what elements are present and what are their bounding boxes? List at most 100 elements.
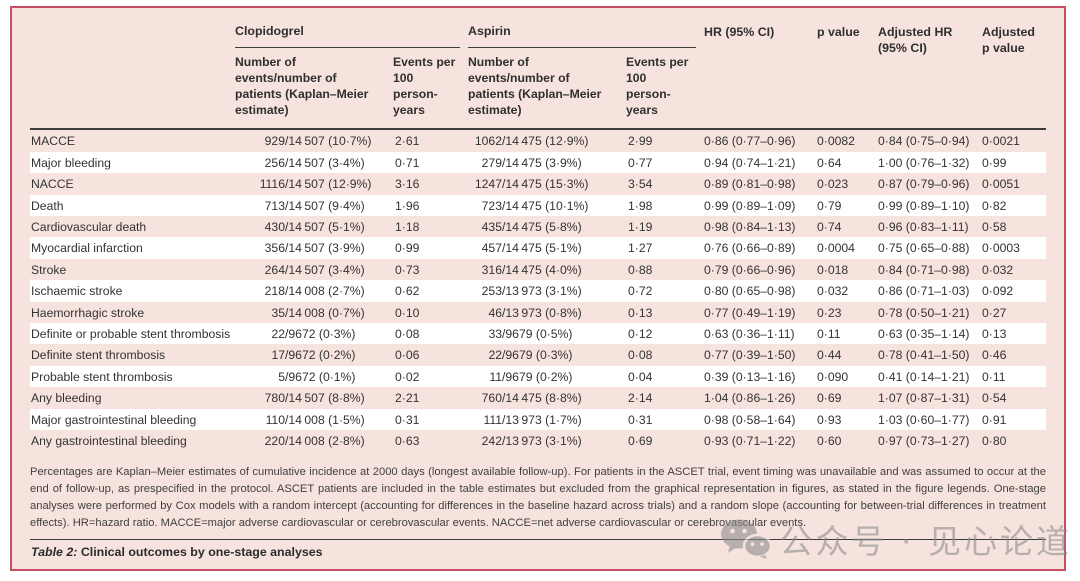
- outcome-label: MACCE: [31, 134, 76, 149]
- clopidogrel-rate-cell: 0·06: [395, 348, 420, 363]
- events-denominator: /14 507 (3·4%): [285, 262, 365, 277]
- events-numerator: 253: [481, 284, 502, 299]
- hr-cell: 0·98 (0·58–1·64): [704, 412, 796, 427]
- events-denominator: /14 475 (5·1%): [502, 241, 582, 256]
- events-denominator: /9679 (0·5%): [502, 326, 573, 341]
- hr-cell: 0·77 (0·39–1·50): [704, 348, 796, 363]
- adjusted-hr-cell: 1·03 (0·60–1·77): [878, 412, 970, 427]
- events-denominator: /9672 (0·3%): [285, 326, 356, 341]
- table-row: Major gastrointestinal bleeding 110/14 0…: [30, 408, 1046, 430]
- hr-cell: 0·77 (0·49–1·19): [704, 305, 796, 320]
- events-denominator: /9672 (0·2%): [285, 348, 356, 363]
- hr-cell: 0·39 (0·13–1·16): [704, 369, 796, 384]
- table-caption-number: Table 2:: [31, 545, 78, 560]
- clopidogrel-events-cell: 356/14 507 (3·9%): [235, 237, 393, 258]
- events-denominator: /14 507 (12·9%): [285, 177, 372, 192]
- clopidogrel-rate-cell: 0·99: [395, 241, 420, 256]
- events-denominator: /13 973 (3·1%): [502, 433, 582, 448]
- aspirin-rate-cell: 0·12: [628, 326, 653, 341]
- adjusted-hr-cell: 0·41 (0·14–1·21): [878, 369, 970, 384]
- events-denominator: /14 475 (4·0%): [502, 262, 582, 277]
- events-denominator: /14 475 (8·8%): [502, 391, 582, 406]
- adjusted-hr-cell: 0·78 (0·41–1·50): [878, 348, 970, 363]
- clopidogrel-rate-cell: 0·02: [395, 369, 420, 384]
- clopidogrel-events-cell: 264/14 507 (3·4%): [235, 259, 393, 280]
- events-denominator: /14 507 (5·1%): [285, 220, 365, 234]
- outcome-label: Any gastrointestinal bleeding: [31, 433, 187, 448]
- clopidogrel-events-cell: 430/14 507 (5·1%): [235, 216, 393, 237]
- events-numerator: 1062: [474, 134, 502, 149]
- aspirin-events-cell: 435/14 475 (5·8%): [468, 216, 626, 237]
- events-numerator: 929: [264, 134, 285, 149]
- events-numerator: 22: [488, 348, 502, 363]
- adjusted-p-value-cell: 0·032: [982, 262, 1014, 277]
- outcome-label: Definite or probable stent thrombosis: [31, 326, 231, 341]
- events-denominator: /14 507 (3·9%): [285, 241, 365, 256]
- clopidogrel-events-cell: 780/14 507 (8·8%): [235, 387, 393, 408]
- events-denominator: /14 008 (1·5%): [285, 412, 365, 427]
- events-numerator: 22: [271, 326, 285, 341]
- events-denominator: /9679 (0·3%): [502, 348, 573, 363]
- outcome-label: NACCE: [31, 177, 74, 192]
- table-row: Probable stent thrombosis 5/9672 (0·1%) …: [30, 365, 1046, 388]
- aspirin-events-cell: 111/13 973 (1·7%): [468, 409, 626, 430]
- events-numerator: 242: [481, 433, 502, 448]
- table-row: Definite stent thrombosis 17/9672 (0·2%)…: [30, 344, 1046, 365]
- aspirin-rate-cell: 0·04: [628, 369, 653, 384]
- events-denominator: /14 507 (8·8%): [285, 391, 365, 406]
- table-row: Death 713/14 507 (9·4%) 1·96 723/14 475 …: [30, 194, 1046, 216]
- clopidogrel-rate-cell: 2·61: [395, 134, 420, 149]
- outcome-label: Myocardial infarction: [31, 241, 143, 256]
- clopidogrel-rate-cell: 0·31: [395, 412, 420, 427]
- aspirin-rate-cell: 0·31: [628, 412, 653, 427]
- adjusted-hr-cell: 0·84 (0·71–0·98): [878, 262, 970, 277]
- outcome-label: Any bleeding: [31, 391, 102, 406]
- clopidogrel-rate-cell: 0·10: [395, 305, 420, 320]
- events-numerator: 17: [271, 348, 285, 363]
- aspirin-events-cell: 316/14 475 (4·0%): [468, 259, 626, 280]
- clopidogrel-rate-cell: 0·71: [395, 155, 420, 170]
- aspirin-events-cell: 11/9679 (0·2%): [468, 366, 626, 387]
- table-row: Any gastrointestinal bleeding 220/14 008…: [30, 430, 1046, 451]
- events-numerator: 111: [483, 412, 502, 427]
- aspirin-events-cell: 1247/14 475 (15·3%): [468, 173, 626, 194]
- events-denominator: /14 507 (10·7%): [285, 134, 372, 149]
- events-numerator: 760: [481, 391, 502, 406]
- events-denominator: /14 475 (12·9%): [502, 134, 589, 149]
- aspirin-rate-cell: 1·27: [628, 241, 653, 256]
- clopidogrel-events-cell: 256/14 507 (3·4%): [235, 152, 393, 173]
- events-numerator: 316: [481, 262, 502, 277]
- events-denominator: /14 475 (3·9%): [502, 155, 582, 170]
- clopidogrel-events-cell: 35/14 008 (0·7%): [235, 302, 393, 323]
- hr-cell: 0·89 (0·81–0·98): [704, 177, 796, 192]
- clopidogrel-events-cell: 220/14 008 (2·8%): [235, 430, 393, 451]
- outcome-label: Probable stent thrombosis: [31, 369, 173, 384]
- clopidogrel-events-cell: 5/9672 (0·1%): [235, 366, 393, 387]
- hr-cell: 0·86 (0·77–0·96): [704, 134, 796, 149]
- events-numerator: 279: [481, 155, 502, 170]
- aspirin-rate-cell: 0·69: [628, 433, 653, 448]
- aspirin-rate-cell: 2·99: [628, 134, 653, 149]
- events-numerator: 218: [264, 284, 285, 299]
- adjusted-p-value-cell: 0·82: [982, 198, 1007, 213]
- clopidogrel-rate-cell: 0·62: [395, 284, 420, 299]
- aspirin-rate-cell: 2·14: [628, 391, 653, 406]
- adjusted-p-value-cell: 0·092: [982, 284, 1014, 299]
- adjusted-hr-cell: 0·84 (0·75–0·94): [878, 134, 970, 149]
- column-header-adjusted-hr: Adjusted HR (95% CI): [878, 14, 982, 131]
- column-header-p-value: p value: [817, 14, 878, 131]
- events-numerator: 435: [481, 220, 502, 234]
- corner-empty-header: [30, 14, 235, 131]
- hr-cell: 1·04 (0·86–1·26): [704, 391, 796, 406]
- events-denominator: /14 475 (5·8%): [502, 220, 582, 234]
- table-row: NACCE 1116/14 507 (12·9%) 3·16 1247/14 4…: [30, 173, 1046, 194]
- events-numerator: 11: [489, 369, 502, 384]
- aspirin-rate-cell: 0·72: [628, 284, 653, 299]
- clinical-outcomes-table: Clopidogrel Aspirin HR (95% CI) p value …: [30, 14, 1046, 451]
- adjusted-p-value-cell: 0·13: [982, 326, 1007, 341]
- aspirin-events-cell: 457/14 475 (5·1%): [468, 237, 626, 258]
- hr-cell: 0·80 (0·65–0·98): [704, 284, 796, 299]
- events-numerator: 33: [488, 326, 502, 341]
- events-denominator: /14 008 (2·7%): [285, 284, 365, 299]
- adjusted-p-value-cell: 0·27: [982, 305, 1007, 320]
